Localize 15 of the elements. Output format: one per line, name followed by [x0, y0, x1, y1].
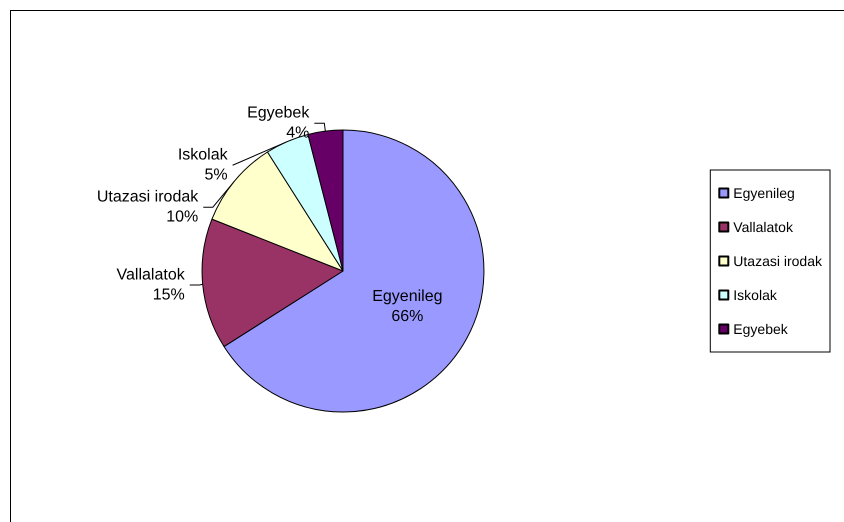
legend-label: Egyebek — [733, 321, 789, 337]
legend-label: Egyenileg — [733, 185, 795, 201]
slice-label: Vallalatok — [116, 266, 186, 284]
data-label: 66% — [391, 308, 424, 325]
slice-label: Utazasi irodak — [96, 188, 200, 206]
legend-label: Iskolak — [733, 287, 778, 303]
data-label: 15% — [152, 286, 185, 304]
data-label: 5% — [204, 166, 228, 184]
slice-label: Egyenileg — [372, 288, 443, 305]
legend-label: Vallalatok — [733, 219, 794, 235]
data-label: 4% — [286, 124, 310, 142]
slice-label: Egyebek — [247, 104, 310, 122]
slice-label: Iskolak — [178, 146, 229, 164]
legend-label: Utazasi irodak — [733, 253, 823, 269]
data-label: 10% — [166, 208, 198, 226]
